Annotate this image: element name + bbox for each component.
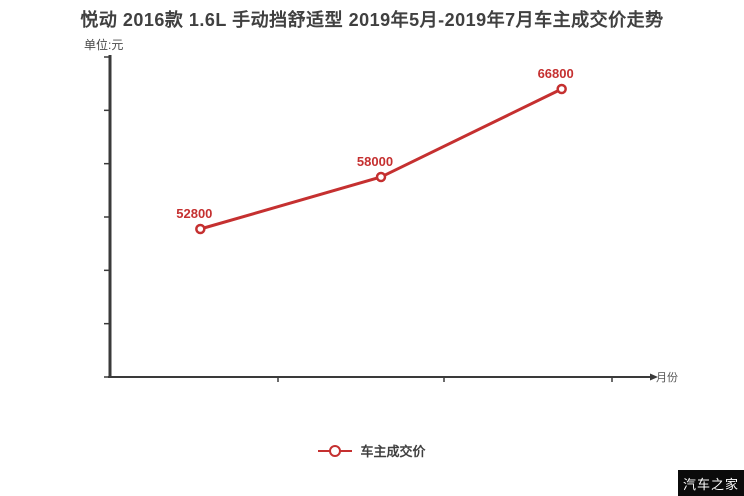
price-point-labels: 52800 58000 66800: [176, 66, 573, 221]
x-axis-arrow: [650, 373, 658, 381]
legend: 车主成交价: [0, 441, 744, 460]
data-point-label: 52800: [176, 206, 212, 221]
x-axis-ticks: [277, 377, 613, 382]
x-axis-label: 月份: [656, 372, 678, 384]
data-point: [375, 171, 387, 183]
legend-line-dot-icon: [318, 444, 353, 457]
y-axis-unit-label: 单位:元: [84, 38, 124, 52]
data-point-label: 66800: [538, 66, 574, 81]
data-point-label: 58000: [357, 154, 393, 169]
price-line-points: [195, 83, 567, 235]
data-point: [556, 83, 567, 95]
data-point: [195, 223, 206, 235]
chart-title: 悦动 2016款 1.6L 手动挡舒适型 2019年5月-2019年7月车主成交…: [80, 10, 664, 30]
watermark-badge: 汽车之家: [678, 470, 744, 496]
y-axis-ticks: [104, 56, 110, 378]
legend-item-label: 车主成交价: [360, 444, 426, 459]
